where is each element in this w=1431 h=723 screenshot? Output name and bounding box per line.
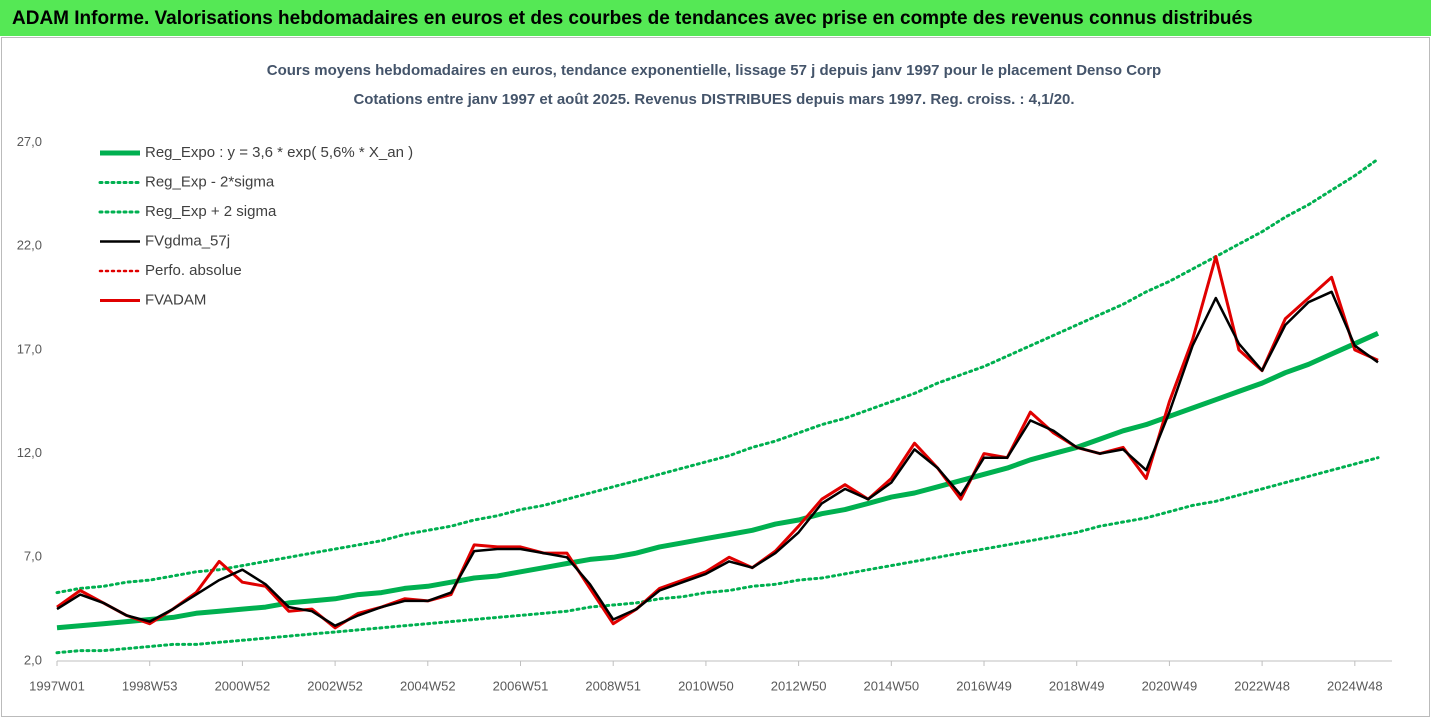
legend-label: FVADAM bbox=[145, 291, 206, 308]
x-tick-label: 2020W49 bbox=[1142, 678, 1198, 693]
series-line bbox=[55, 456, 1380, 655]
y-tick-label: 17,0 bbox=[17, 341, 42, 356]
y-tick-label: 2,0 bbox=[24, 652, 42, 667]
legend-label: Reg_Exp - 2*sigma bbox=[145, 173, 275, 190]
series-line bbox=[56, 255, 1379, 630]
x-tick-label: 2002W52 bbox=[307, 678, 363, 693]
series-line bbox=[55, 157, 1380, 595]
chart-subtitle: Cotations entre janv 1997 et août 2025. … bbox=[353, 91, 1074, 108]
legend-label: FVgdma_57j bbox=[145, 232, 230, 249]
frame bbox=[1, 37, 1430, 717]
y-tick-label: 7,0 bbox=[24, 549, 42, 564]
y-tick-label: 27,0 bbox=[17, 134, 42, 149]
x-tick-label: 2014W50 bbox=[863, 678, 919, 693]
legend-label: Reg_Exp + 2 sigma bbox=[145, 203, 277, 220]
y-tick-label: 12,0 bbox=[17, 445, 42, 460]
x-tick-label: 2006W51 bbox=[493, 678, 549, 693]
x-tick-label: 2000W52 bbox=[215, 678, 271, 693]
legend-label: Perfo. absolue bbox=[145, 262, 242, 279]
x-tick-label: 2022W48 bbox=[1234, 678, 1290, 693]
series-line bbox=[56, 331, 1380, 631]
x-tick-label: 2004W52 bbox=[400, 678, 456, 693]
x-tick-label: 2024W48 bbox=[1327, 678, 1383, 693]
x-tick-label: 2012W50 bbox=[771, 678, 827, 693]
chart-title: Cours moyens hebdomadaires en euros, ten… bbox=[267, 62, 1161, 79]
header-bar bbox=[0, 0, 1431, 36]
y-tick-label: 22,0 bbox=[17, 238, 42, 253]
x-tick-label: 2018W49 bbox=[1049, 678, 1105, 693]
header-title: ADAM Informe. Valorisations hebdomadaire… bbox=[12, 8, 1253, 29]
legend-label: Reg_Expo : y = 3,6 * exp( 5,6% * X_an ) bbox=[145, 144, 413, 161]
x-tick-label: 2010W50 bbox=[678, 678, 734, 693]
x-tick-label: 1997W01 bbox=[29, 678, 85, 693]
x-tick-label: 2016W49 bbox=[956, 678, 1012, 693]
x-tick-label: 2008W51 bbox=[585, 678, 641, 693]
series-line bbox=[56, 290, 1379, 627]
x-tick-label: 1998W53 bbox=[122, 678, 178, 693]
